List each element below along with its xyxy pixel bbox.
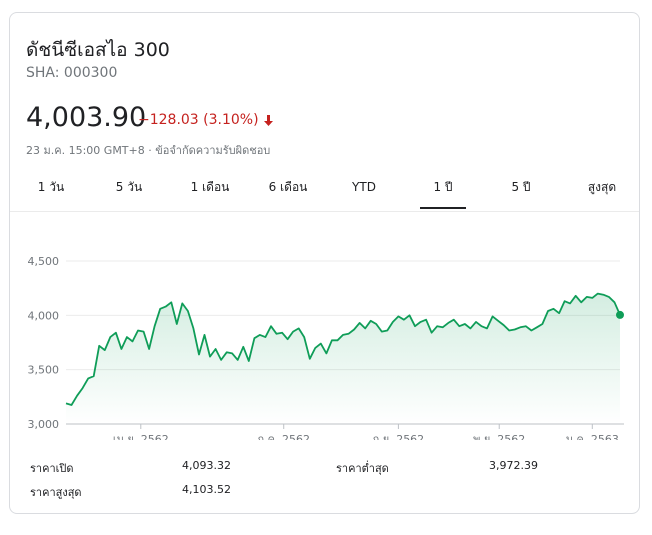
time-range-tabs: 1 วัน 5 วัน 1 เดือน 6 เดือน YTD 1 ปี 5 ป… — [10, 171, 639, 212]
x-tick-label: ก.ค. 2562 — [257, 433, 310, 440]
price-area — [66, 293, 620, 424]
tab-6-months[interactable]: 6 เดือน — [268, 180, 308, 194]
x-tick-label: ม.ค. 2563 — [566, 433, 619, 440]
low-label: ราคาต่ำสุด — [336, 462, 389, 475]
tab-5-days[interactable]: 5 วัน — [115, 180, 143, 194]
high-value: 4,103.52 — [182, 483, 231, 496]
index-title: ดัชนีซีเอสไอ 300 — [26, 39, 170, 61]
current-price: 4,003.90 — [26, 102, 147, 133]
high-label: ราคาสูงสุด — [30, 486, 82, 499]
price-line — [65, 292, 621, 406]
stock-card: ดัชนีซีเอสไอ 300 SHA: 000300 4,003.90 −1… — [9, 12, 640, 514]
y-axis-labels: 3,000 3,500 4,000 4,500 — [28, 255, 60, 431]
low-value: 3,972.39 — [489, 459, 538, 472]
y-tick-label: 4,000 — [28, 309, 60, 322]
x-tick-label: เม.ย. 2562 — [113, 433, 169, 440]
tab-1-day[interactable]: 1 วัน — [37, 180, 65, 194]
price-chart[interactable]: 3,000 3,500 4,000 4,500 เม.ย. 2562 ก.ค. 2562… — [10, 225, 639, 440]
y-tick-label: 3,500 — [28, 364, 60, 377]
last-price-dot — [616, 310, 624, 319]
price-change-text: −128.03 (3.10%) — [138, 112, 259, 128]
y-tick-label: 4,500 — [28, 255, 60, 268]
tab-1-month[interactable]: 1 เดือน — [190, 180, 230, 194]
ticker-symbol: SHA: 000300 — [26, 65, 118, 81]
y-tick-label: 3,000 — [28, 418, 60, 431]
timestamp-disclaimer[interactable]: 23 ม.ค. 15:00 GMT+8 · ข้อจำกัดความรับผิด… — [26, 144, 271, 157]
open-label: ราคาเปิด — [30, 462, 74, 475]
tab-ytd[interactable]: YTD — [352, 180, 376, 194]
arrow-down-icon — [263, 114, 273, 126]
open-value: 4,093.32 — [182, 459, 231, 472]
x-tick-label: ก.ย. 2562 — [373, 433, 425, 440]
x-tick-label: พ.ย. 2562 — [473, 433, 525, 440]
tab-5-years[interactable]: 5 ปี — [511, 180, 531, 194]
x-axis-labels: เม.ย. 2562 ก.ค. 2562 ก.ย. 2562 พ.ย. 2562 ม.ค… — [113, 424, 619, 440]
tab-1-year[interactable]: 1 ปี — [420, 171, 466, 209]
tab-max[interactable]: สูงสุด — [587, 180, 617, 194]
price-change: −128.03 (3.10%) — [138, 112, 274, 128]
